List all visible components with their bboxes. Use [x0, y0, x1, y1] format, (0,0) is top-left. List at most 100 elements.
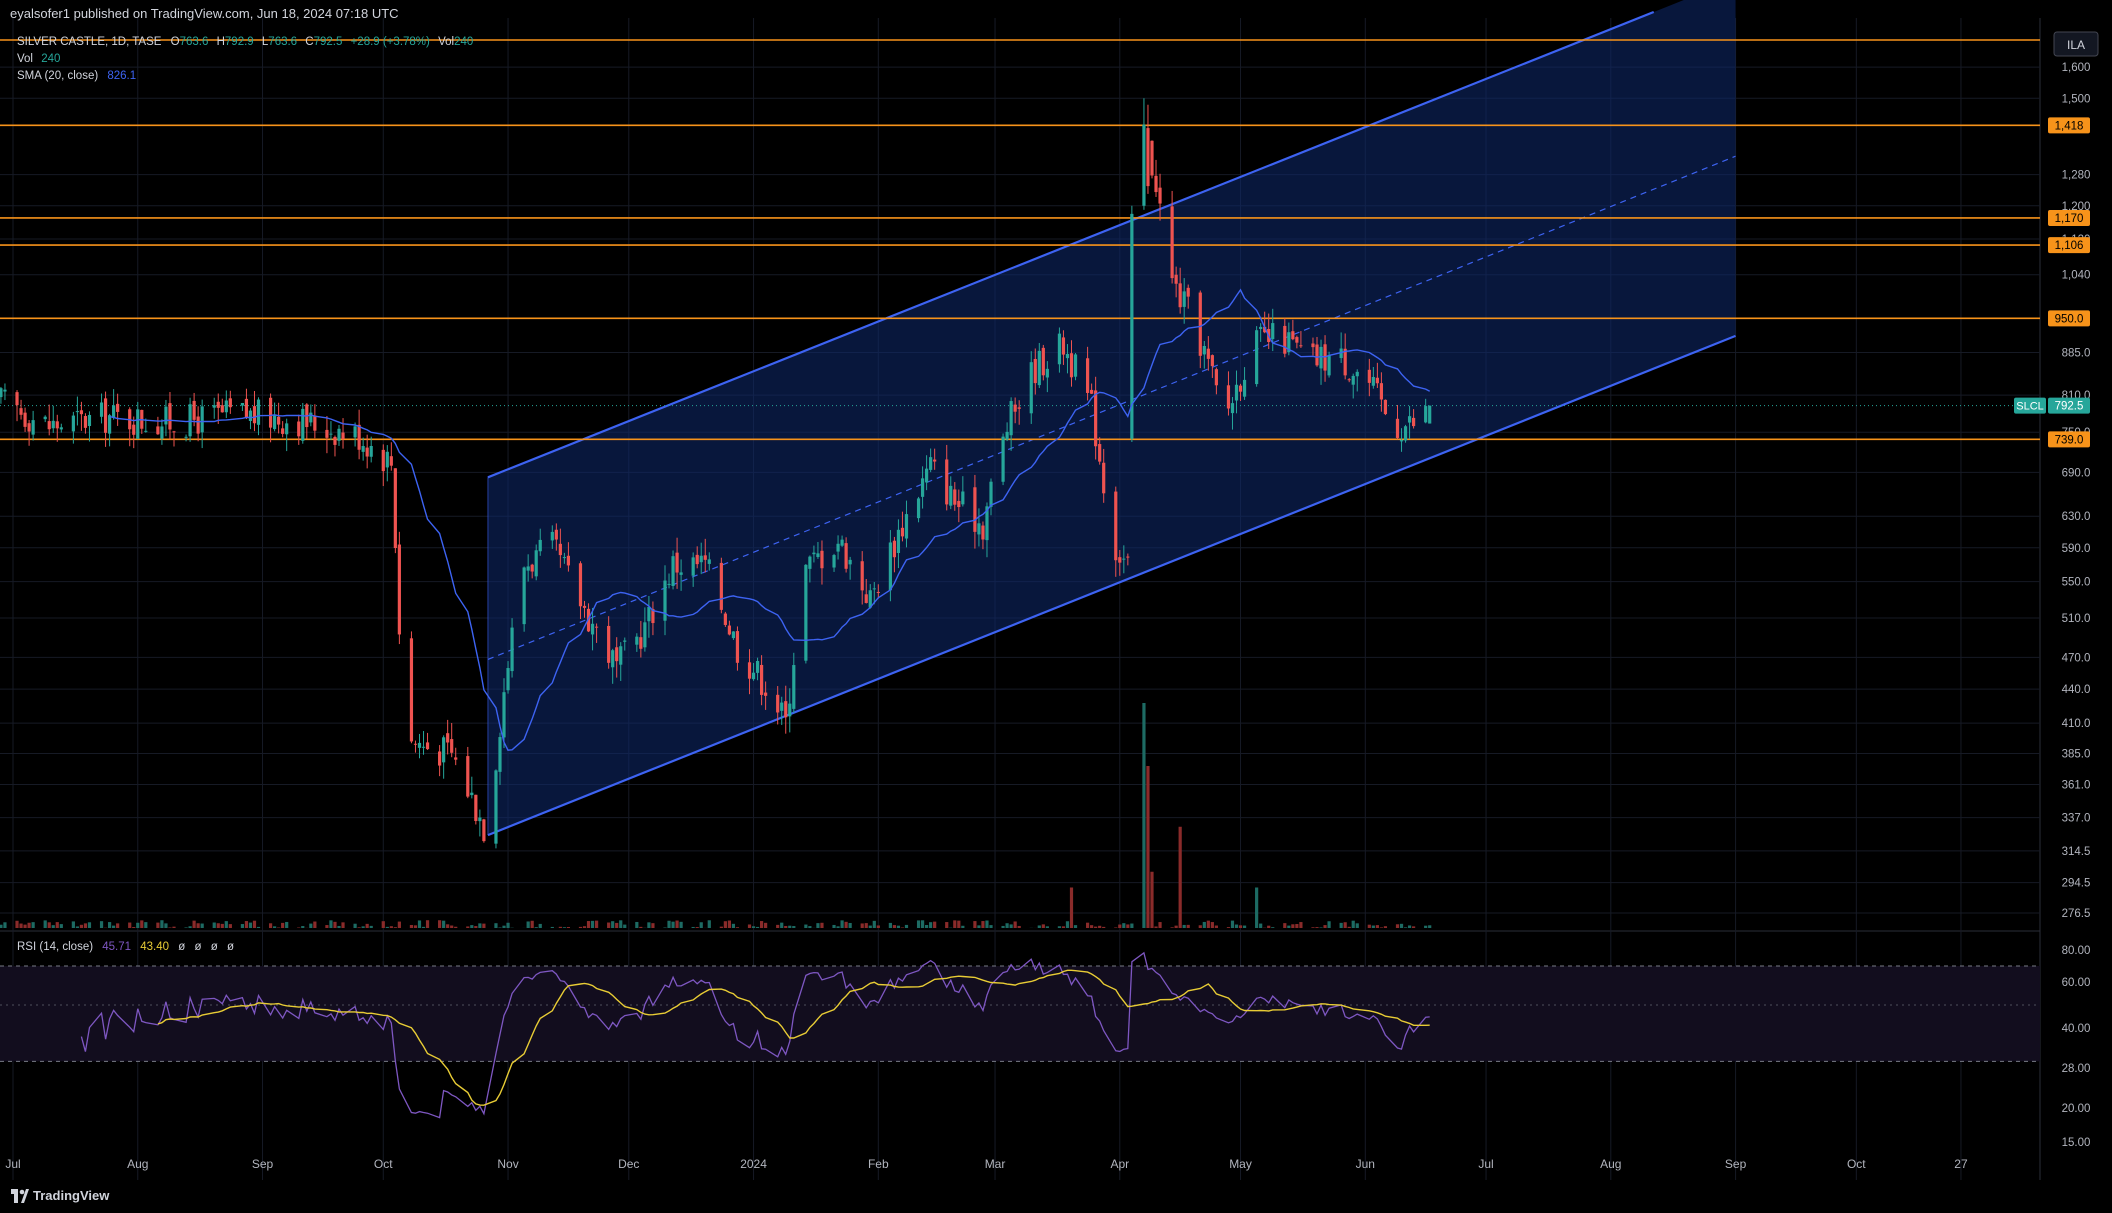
candle-body	[357, 424, 361, 450]
volume-bar	[635, 921, 639, 928]
volume-bar	[329, 920, 333, 928]
legend-h-value: 792.9	[225, 36, 254, 48]
legend-l-label: L	[262, 36, 269, 48]
volume-bar	[586, 921, 591, 928]
candle-body	[751, 672, 756, 680]
candle-body	[985, 506, 989, 541]
volume-bar	[1283, 923, 1287, 928]
candle-body	[1287, 332, 1291, 353]
volume-bar	[466, 926, 470, 928]
candle-body	[1403, 426, 1408, 441]
candle-body	[832, 555, 836, 568]
candle-body	[454, 757, 458, 760]
candle-body	[1206, 348, 1210, 359]
price-tick: 361.0	[2062, 779, 2091, 791]
legend: SILVER CASTLE, 1D, TASE O763.6 H792.9 L7…	[17, 36, 473, 82]
candle-body	[1347, 379, 1351, 381]
candle-body	[558, 543, 562, 556]
volume-bar	[256, 926, 261, 928]
candle-body	[281, 428, 285, 434]
time-label: Jul	[1478, 1157, 1493, 1171]
candle-body	[268, 397, 273, 428]
symbol-tag: SLCL	[2016, 401, 2044, 413]
price-tick: 440.0	[2062, 684, 2091, 696]
candle-body	[212, 405, 216, 408]
candle-body	[1090, 389, 1094, 394]
published-header: eyalsofer1 published on TradingView.com,…	[10, 6, 399, 21]
channel-lower-line	[487, 334, 1736, 837]
legend-vol: Vol 240	[17, 53, 60, 65]
volume-bar	[872, 920, 876, 928]
volume-bar	[1142, 703, 1146, 928]
time-label: Jun	[1356, 1157, 1375, 1171]
level-label-bg	[2048, 117, 2090, 134]
last-price-bg	[2048, 397, 2090, 414]
volume-bar	[1005, 923, 1009, 928]
candle-body	[691, 557, 695, 576]
volume-bar	[51, 925, 55, 928]
vol-label: Vol	[17, 53, 33, 65]
candle-body	[1428, 405, 1432, 424]
candle-body	[83, 416, 88, 428]
candle-body	[107, 415, 112, 434]
volume-bar	[776, 924, 780, 928]
volume-bar	[1291, 924, 1295, 928]
candle-body	[248, 410, 253, 421]
volume-bar	[699, 922, 703, 928]
sma-label: SMA (20, close)	[17, 70, 98, 82]
rsi-pane	[0, 951, 2040, 1119]
volume-bar	[888, 922, 892, 928]
candle-body	[981, 525, 985, 540]
volume-bar	[675, 920, 679, 928]
candle-body	[341, 432, 345, 439]
candle-body	[1017, 407, 1021, 409]
candle-body	[369, 445, 373, 457]
vol-value: 240	[41, 53, 60, 65]
candle-body	[413, 743, 418, 745]
volume-bar	[848, 922, 852, 928]
candle-body	[1009, 401, 1013, 436]
volume-bar	[1085, 922, 1090, 928]
sma-line	[109, 288, 1431, 751]
candle-body	[933, 459, 937, 462]
candle-body	[764, 692, 768, 696]
candle-body	[51, 420, 55, 429]
price-tick: 510.0	[2062, 613, 2091, 625]
volume-bar	[502, 925, 506, 928]
candle-body	[256, 399, 261, 425]
volume-bar	[220, 923, 224, 928]
time-label: Aug	[1600, 1157, 1621, 1171]
candle-body	[1299, 345, 1303, 347]
rsi-extra-1: ø	[178, 941, 185, 953]
volume-bar	[864, 923, 868, 928]
price-tick: 690.0	[2062, 467, 2091, 479]
volume-bar	[1399, 923, 1404, 928]
rsi-tick: 15.00	[2062, 1137, 2091, 1149]
candle-body	[389, 456, 393, 466]
currency-button[interactable]: ILA	[2053, 31, 2099, 57]
candle-body	[945, 459, 949, 505]
volume-bar	[892, 925, 897, 928]
volume-bar	[1098, 925, 1102, 928]
candle-body	[844, 543, 848, 569]
candle-body	[200, 406, 204, 433]
volume-bar	[1234, 924, 1239, 928]
volume-bar	[1403, 927, 1408, 928]
volume-bar	[1041, 924, 1045, 928]
volume-bar	[285, 921, 289, 928]
price-tick: 590.0	[2062, 543, 2091, 555]
candle-body	[19, 408, 23, 415]
candle-body	[27, 423, 31, 432]
candle-body	[393, 468, 397, 549]
volume-bar	[1150, 871, 1154, 928]
volume-bar	[607, 922, 611, 928]
volume-bar	[755, 926, 760, 928]
volume-bar	[695, 927, 699, 928]
volume-bar	[840, 920, 844, 928]
volume-bar	[1009, 924, 1013, 928]
candle-body	[755, 661, 760, 673]
candle-body	[164, 406, 168, 425]
tradingview-logo[interactable]: TradingView	[11, 1188, 110, 1203]
volume-bar	[619, 920, 623, 928]
